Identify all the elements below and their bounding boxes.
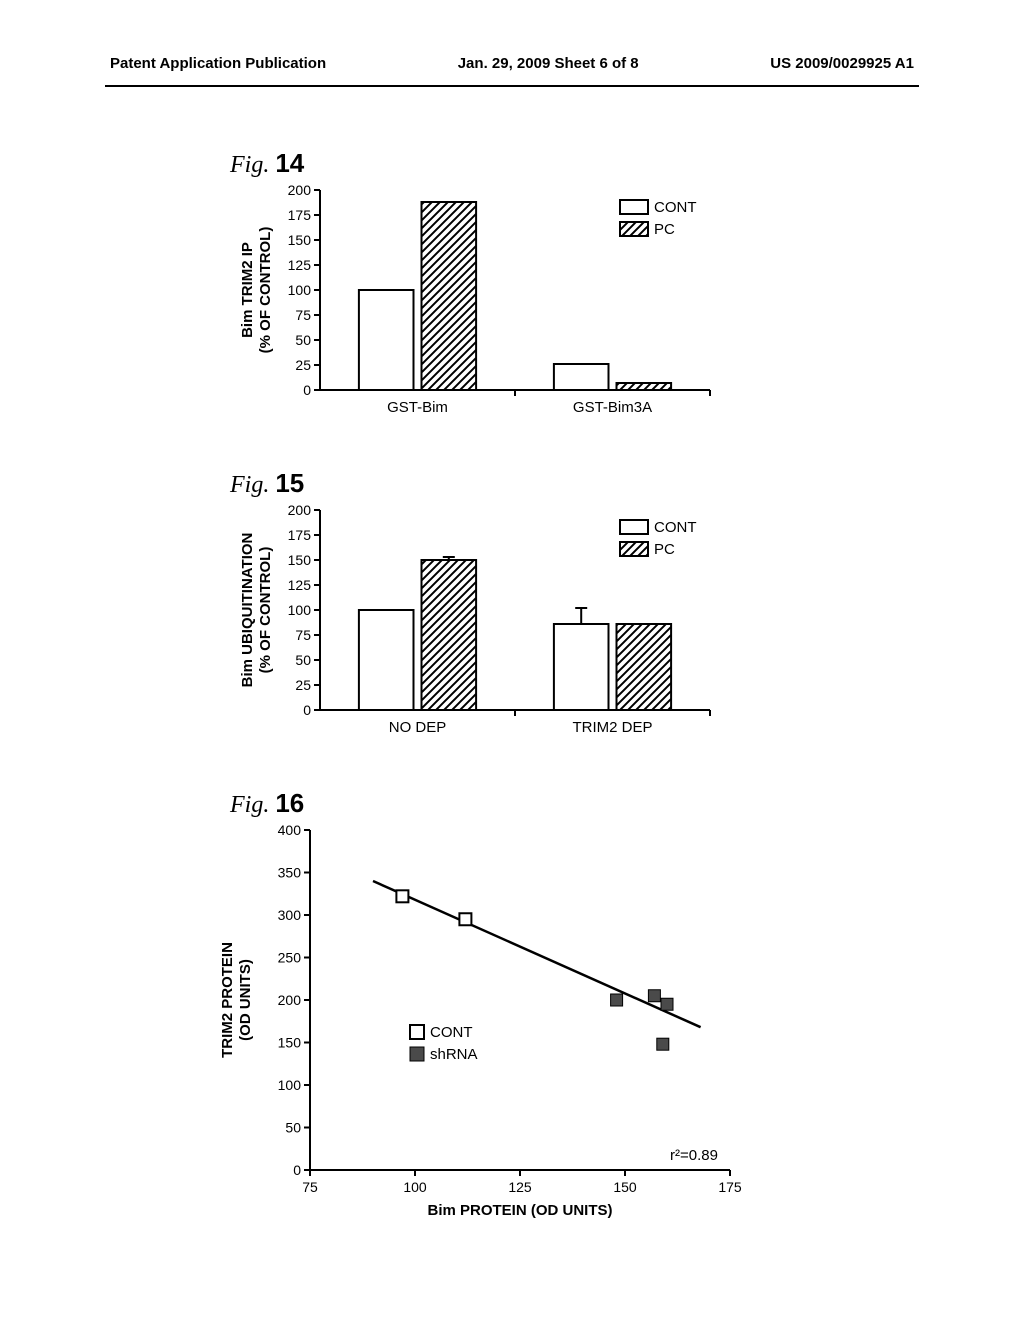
fig16-chart: 0 50 100 150 200 250 300 350 400 75 100 125 150 175 TR… [200, 820, 800, 1240]
fig15-chart: 0 25 50 75 100 125 150 175 200 NO DEP TRIM2 DEP Bim… [230, 500, 790, 770]
svg-text:150: 150 [288, 552, 312, 568]
svg-text:100: 100 [288, 602, 312, 618]
svg-text:350: 350 [278, 865, 302, 881]
svg-text:50: 50 [295, 332, 311, 348]
svg-text:400: 400 [278, 822, 302, 838]
svg-text:Bim UBIQUITINATION: Bim UBIQUITINATION [239, 533, 256, 688]
svg-text:200: 200 [278, 992, 302, 1008]
svg-text:125: 125 [508, 1179, 532, 1195]
svg-text:150: 150 [613, 1179, 637, 1195]
svg-text:PC: PC [654, 221, 675, 238]
svg-text:100: 100 [278, 1077, 302, 1093]
svg-text:50: 50 [285, 1120, 301, 1136]
svg-text:175: 175 [288, 527, 312, 543]
fig14-chart: 0 25 50 75 100 125 150 175 200 GST-Bim GST-Bim3A Bi… [230, 180, 790, 450]
svg-text:175: 175 [288, 207, 312, 223]
svg-text:0: 0 [293, 1162, 301, 1178]
svg-text:250: 250 [278, 950, 302, 966]
header-center: Jan. 29, 2009 Sheet 6 of 8 [458, 55, 639, 72]
svg-text:shRNA: shRNA [430, 1046, 478, 1063]
svg-text:TRIM2 DEP: TRIM2 DEP [572, 719, 652, 736]
svg-text:CONT: CONT [654, 519, 697, 536]
svg-text:175: 175 [718, 1179, 742, 1195]
header-right: US 2009/0029925 A1 [770, 55, 914, 72]
svg-text:CONT: CONT [430, 1024, 473, 1041]
svg-text:75: 75 [302, 1179, 318, 1195]
svg-text:Bim TRIM2 IP: Bim TRIM2 IP [239, 242, 256, 338]
svg-text:25: 25 [295, 677, 311, 693]
fig16-label: Fig. 16 [230, 788, 304, 819]
svg-text:r²=0.89: r²=0.89 [670, 1147, 718, 1164]
svg-text:0: 0 [303, 702, 311, 718]
page-header: Patent Application Publication Jan. 29, … [0, 55, 1024, 72]
header-rule [105, 85, 919, 87]
svg-text:(% OF CONTROL): (% OF CONTROL) [257, 227, 274, 354]
svg-text:(% OF CONTROL): (% OF CONTROL) [257, 547, 274, 674]
svg-text:200: 200 [288, 502, 312, 518]
svg-text:150: 150 [278, 1035, 302, 1051]
svg-text:(OD UNITS): (OD UNITS) [237, 959, 254, 1041]
svg-text:GST-Bim3A: GST-Bim3A [573, 399, 652, 416]
svg-text:TRIM2 PROTEIN: TRIM2 PROTEIN [219, 942, 236, 1058]
svg-text:Bim PROTEIN (OD UNITS): Bim PROTEIN (OD UNITS) [427, 1202, 612, 1219]
svg-text:PC: PC [654, 541, 675, 558]
svg-text:100: 100 [403, 1179, 427, 1195]
header-left: Patent Application Publication [110, 55, 326, 72]
svg-text:125: 125 [288, 577, 312, 593]
svg-text:CONT: CONT [654, 199, 697, 216]
svg-text:NO DEP: NO DEP [389, 719, 447, 736]
svg-text:100: 100 [288, 282, 312, 298]
svg-text:GST-Bim: GST-Bim [387, 399, 448, 416]
svg-text:50: 50 [295, 652, 311, 668]
fig15-label: Fig. 15 [230, 468, 304, 499]
svg-text:150: 150 [288, 232, 312, 248]
svg-text:75: 75 [295, 307, 311, 323]
svg-text:75: 75 [295, 627, 311, 643]
svg-text:200: 200 [288, 182, 312, 198]
fig14-label: Fig. 14 [230, 148, 304, 179]
svg-text:0: 0 [303, 382, 311, 398]
svg-text:300: 300 [278, 907, 302, 923]
svg-text:25: 25 [295, 357, 311, 373]
svg-text:125: 125 [288, 257, 312, 273]
